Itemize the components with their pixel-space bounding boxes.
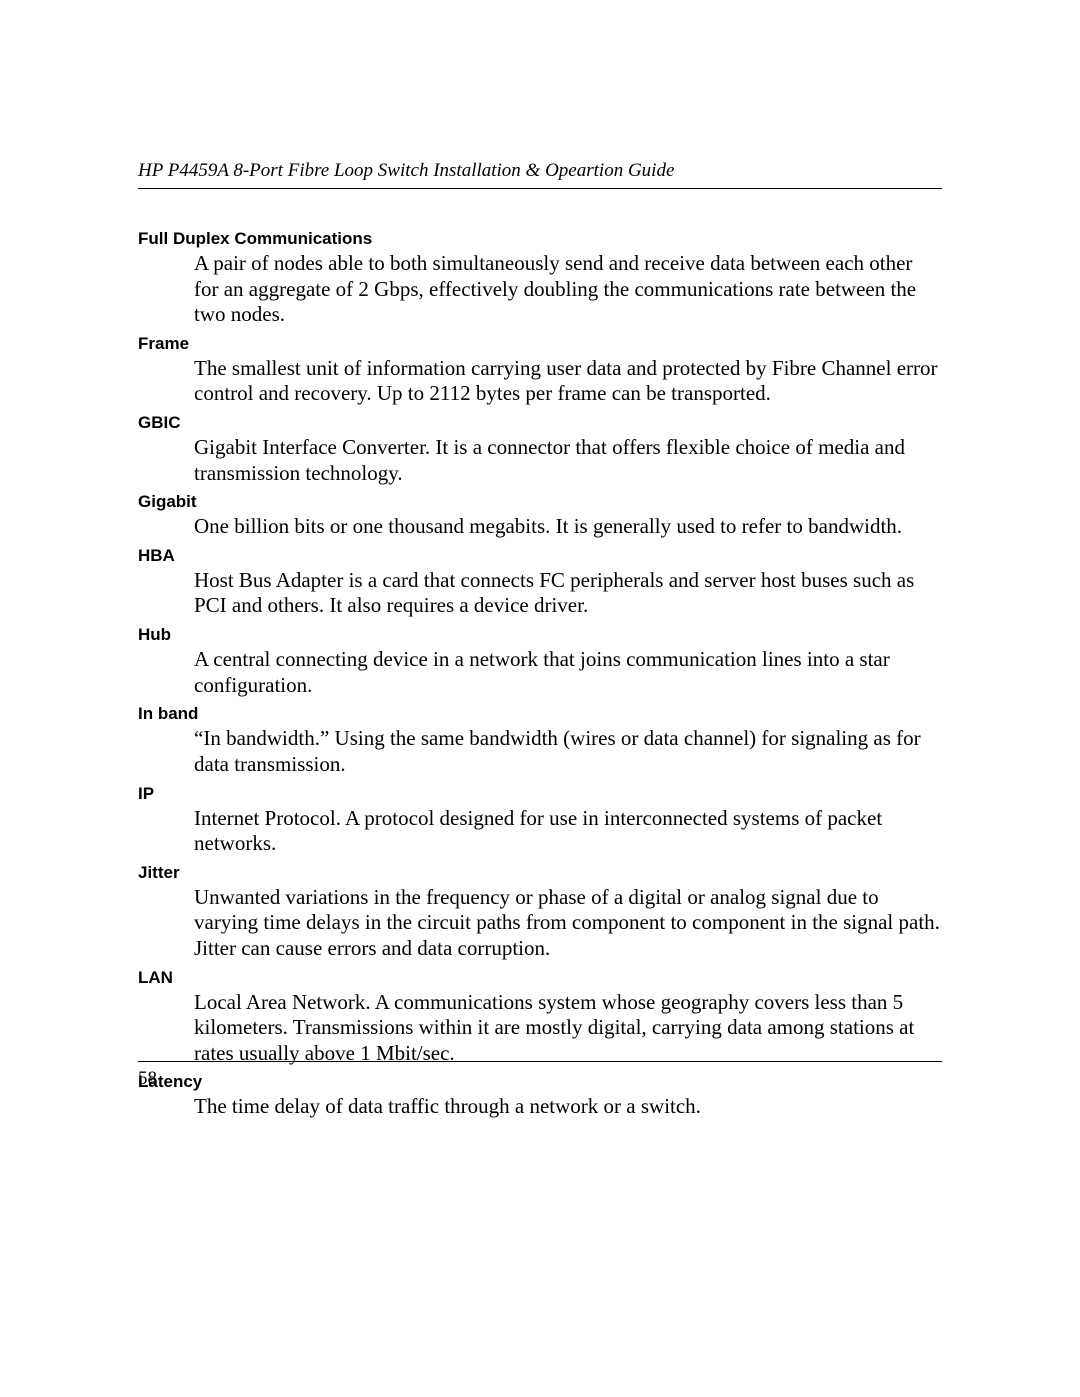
glossary-entry: Full Duplex Communications A pair of nod… bbox=[138, 229, 942, 328]
footer-rule bbox=[138, 1061, 942, 1062]
glossary-entry: Gigabit One billion bits or one thousand… bbox=[138, 492, 942, 540]
glossary-entry: In band “In bandwidth.” Using the same b… bbox=[138, 704, 942, 777]
glossary-entry: Frame The smallest unit of information c… bbox=[138, 334, 942, 407]
glossary-term: Jitter bbox=[138, 863, 942, 883]
glossary-term: Hub bbox=[138, 625, 942, 645]
glossary-entry: Hub A central connecting device in a net… bbox=[138, 625, 942, 698]
glossary-definition: The smallest unit of information carryin… bbox=[194, 356, 942, 407]
glossary-definition: Unwanted variations in the frequency or … bbox=[194, 885, 942, 962]
running-header: HP P4459A 8-Port Fibre Loop Switch Insta… bbox=[138, 160, 942, 188]
glossary-definition: A central connecting device in a network… bbox=[194, 647, 942, 698]
glossary-definition: Gigabit Interface Converter. It is a con… bbox=[194, 435, 942, 486]
page-number: 58 bbox=[138, 1068, 157, 1090]
glossary-term: IP bbox=[138, 784, 942, 804]
glossary-entry: Jitter Unwanted variations in the freque… bbox=[138, 863, 942, 962]
glossary-definition: Local Area Network. A communications sys… bbox=[194, 990, 942, 1067]
glossary-term: Full Duplex Communications bbox=[138, 229, 942, 249]
glossary-term: Frame bbox=[138, 334, 942, 354]
glossary-definition: “In bandwidth.” Using the same bandwidth… bbox=[194, 726, 942, 777]
glossary-definition: One billion bits or one thousand megabit… bbox=[194, 514, 942, 540]
glossary-entry: LAN Local Area Network. A communications… bbox=[138, 968, 942, 1067]
glossary-entry: Latency The time delay of data traffic t… bbox=[138, 1072, 942, 1120]
glossary-definition: A pair of nodes able to both simultaneou… bbox=[194, 251, 942, 328]
page-content: HP P4459A 8-Port Fibre Loop Switch Insta… bbox=[138, 160, 942, 1126]
glossary-entry: IP Internet Protocol. A protocol designe… bbox=[138, 784, 942, 857]
glossary-definition: The time delay of data traffic through a… bbox=[194, 1094, 942, 1120]
glossary-entry: GBIC Gigabit Interface Converter. It is … bbox=[138, 413, 942, 486]
glossary-definition: Internet Protocol. A protocol designed f… bbox=[194, 806, 942, 857]
glossary-entry: HBA Host Bus Adapter is a card that conn… bbox=[138, 546, 942, 619]
header-rule bbox=[138, 188, 942, 189]
glossary-term: GBIC bbox=[138, 413, 942, 433]
glossary-definition: Host Bus Adapter is a card that connects… bbox=[194, 568, 942, 619]
glossary-term: Latency bbox=[138, 1072, 942, 1092]
glossary-term: In band bbox=[138, 704, 942, 724]
glossary-term: LAN bbox=[138, 968, 942, 988]
glossary-term: Gigabit bbox=[138, 492, 942, 512]
glossary-term: HBA bbox=[138, 546, 942, 566]
